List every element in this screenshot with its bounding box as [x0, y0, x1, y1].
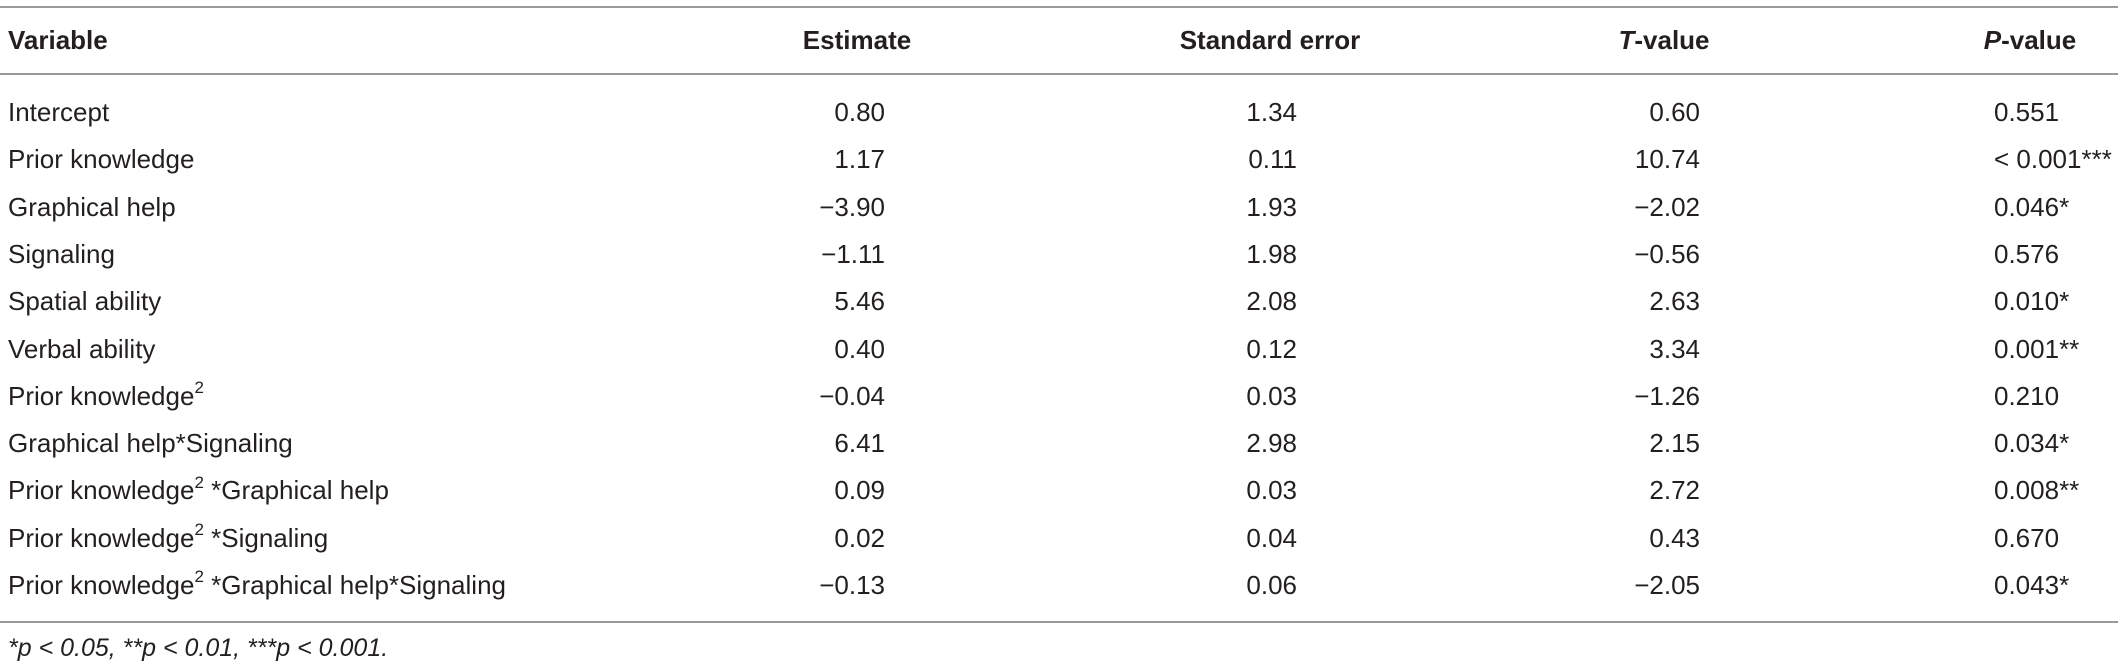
table-cell: 0.02 [834, 522, 885, 553]
text-part: Prior knowledge [8, 380, 195, 411]
table-cell: 0.046* [1994, 191, 2070, 222]
table-cell: 0.043* [1994, 570, 2070, 600]
text-part: *Signaling [203, 522, 329, 553]
row-label: Verbal ability [8, 333, 156, 364]
table-cell: 5.46 [834, 286, 885, 317]
table-cell: 0.670 [1994, 522, 2060, 553]
table-cell: −0.13 [819, 570, 885, 600]
footnote: *p < 0.05, **p < 0.01, ***p < 0.001. [8, 634, 389, 662]
table-cell: 0.80 [834, 97, 885, 127]
table-cell: 0.12 [1246, 333, 1297, 364]
column-header: Variable [8, 25, 108, 55]
row-label: Prior knowledge2 [8, 378, 204, 412]
row-label: Signaling [8, 238, 115, 269]
table-cell: 1.93 [1246, 191, 1297, 222]
table-cell: −3.90 [819, 191, 885, 222]
column-header: Standard error [1179, 25, 1361, 55]
text-part: -value [2001, 25, 2077, 55]
row-label: Graphical help*Signaling [8, 428, 293, 459]
text-part: Prior knowledge [8, 522, 195, 553]
table-cell: 6.41 [834, 428, 885, 459]
table-cell: −1.26 [1634, 380, 1700, 411]
table-cell: 2.98 [1246, 428, 1297, 459]
column-header: P-value [1984, 24, 2077, 56]
row-label: Prior knowledge2 *Signaling [8, 520, 329, 554]
table-cell: 1.17 [834, 144, 885, 175]
text-part: Prior knowledge [8, 570, 195, 600]
superscript: 2 [194, 567, 204, 587]
table-cell: 2.63 [1649, 286, 1700, 317]
table-cell: 2.72 [1649, 475, 1700, 506]
table-cell: < 0.001*** [1994, 144, 2112, 175]
table-cell: 0.06 [1246, 570, 1297, 600]
row-label: Prior knowledge [8, 144, 195, 175]
table-cell: −0.04 [819, 380, 885, 411]
superscript: 2 [194, 378, 204, 398]
table-cell: 1.34 [1246, 97, 1297, 127]
bottom-rule [0, 621, 2118, 623]
table-cell: 0.03 [1246, 380, 1297, 411]
table-cell: 2.08 [1246, 286, 1297, 317]
table-cell: 0.03 [1246, 475, 1297, 506]
column-header: Estimate [802, 25, 912, 55]
row-label: Prior knowledge2 *Graphical help*Signali… [8, 567, 506, 601]
header-rule [0, 73, 2118, 75]
text-part: *Graphical help*Signaling [203, 570, 506, 600]
superscript: 2 [194, 520, 204, 540]
table-cell: 0.001** [1994, 333, 2080, 364]
table-cell: 0.034* [1994, 428, 2070, 459]
row-label: Spatial ability [8, 286, 162, 317]
table-cell: 0.576 [1994, 238, 2060, 269]
table-cell: −2.05 [1634, 570, 1700, 600]
table-cell: 0.43 [1649, 522, 1700, 553]
italic-part: T [1618, 25, 1635, 55]
row-label: Graphical help [8, 191, 176, 222]
table-cell: 0.551 [1994, 97, 2060, 127]
superscript: 2 [194, 472, 204, 492]
table-cell: 0.09 [834, 475, 885, 506]
table-cell: 2.15 [1649, 428, 1700, 459]
table-cell: 0.40 [834, 333, 885, 364]
column-header: T-value [1618, 24, 1709, 56]
top-rule [0, 6, 2118, 8]
table-cell: 0.60 [1649, 97, 1700, 127]
table-cell: 1.98 [1246, 238, 1297, 269]
table-cell: 10.74 [1634, 144, 1700, 175]
text-part: *Graphical help [203, 475, 389, 506]
table-cell: 0.210 [1994, 380, 2060, 411]
row-label: Prior knowledge2 *Graphical help [8, 474, 389, 506]
italic-part: P [1983, 25, 2002, 55]
table-cell: −1.11 [821, 238, 885, 269]
table-cell: 0.11 [1248, 144, 1297, 175]
table-cell: 0.010* [1994, 286, 2070, 317]
table-cell: −0.56 [1634, 238, 1700, 269]
text-part: -value [1634, 25, 1710, 55]
table-cell: 3.34 [1649, 333, 1700, 364]
table-cell: 0.008** [1994, 475, 2080, 506]
table-cell: −2.02 [1634, 191, 1700, 222]
text-part: Prior knowledge [8, 475, 195, 506]
row-label: Intercept [8, 97, 110, 127]
table-cell: 0.04 [1246, 522, 1297, 553]
